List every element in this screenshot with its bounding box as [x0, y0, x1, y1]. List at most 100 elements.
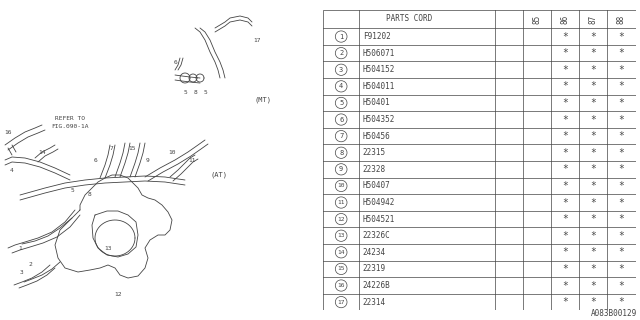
- Text: *: *: [591, 81, 596, 91]
- Text: 86: 86: [561, 14, 570, 24]
- Text: *: *: [618, 247, 625, 257]
- Text: *: *: [563, 148, 568, 158]
- Text: 5: 5: [70, 188, 74, 193]
- Text: 8: 8: [339, 150, 343, 156]
- Text: *: *: [591, 32, 596, 42]
- Text: 22319: 22319: [363, 264, 386, 273]
- Text: 6: 6: [94, 157, 98, 163]
- Text: *: *: [563, 247, 568, 257]
- Text: 6: 6: [173, 60, 177, 65]
- Text: 17: 17: [337, 300, 345, 305]
- Text: 5: 5: [183, 90, 187, 94]
- Text: 2: 2: [28, 262, 32, 268]
- Text: 1: 1: [339, 34, 343, 40]
- Text: 87: 87: [589, 14, 598, 24]
- Text: 7: 7: [110, 146, 114, 150]
- Text: *: *: [563, 65, 568, 75]
- Text: 12: 12: [115, 292, 122, 298]
- Text: 16: 16: [4, 130, 12, 134]
- Text: 24234: 24234: [363, 248, 386, 257]
- Text: *: *: [563, 81, 568, 91]
- Text: 12: 12: [337, 217, 345, 222]
- Text: 3: 3: [20, 269, 24, 275]
- Text: PARTS CORD: PARTS CORD: [386, 14, 432, 23]
- Text: *: *: [591, 231, 596, 241]
- Text: 22315: 22315: [363, 148, 386, 157]
- Text: 4: 4: [10, 167, 14, 172]
- Text: 9: 9: [146, 157, 150, 163]
- Text: *: *: [591, 181, 596, 191]
- Text: (AT): (AT): [210, 172, 227, 178]
- Text: 24226B: 24226B: [363, 281, 390, 290]
- Text: REFER TO: REFER TO: [55, 116, 85, 121]
- Text: 22326C: 22326C: [363, 231, 390, 240]
- Text: F91202: F91202: [363, 32, 390, 41]
- Text: 3: 3: [339, 67, 343, 73]
- Text: *: *: [591, 98, 596, 108]
- Text: *: *: [591, 214, 596, 224]
- Text: *: *: [563, 264, 568, 274]
- Text: *: *: [591, 48, 596, 58]
- Text: H50407: H50407: [363, 181, 390, 190]
- Text: *: *: [563, 181, 568, 191]
- Text: 88: 88: [617, 14, 626, 24]
- Text: 8: 8: [88, 193, 92, 197]
- Text: 15: 15: [128, 146, 136, 150]
- Text: *: *: [563, 32, 568, 42]
- Text: *: *: [618, 181, 625, 191]
- Text: *: *: [591, 131, 596, 141]
- Text: *: *: [591, 247, 596, 257]
- Text: *: *: [591, 148, 596, 158]
- Text: *: *: [618, 48, 625, 58]
- Text: *: *: [618, 297, 625, 307]
- Text: *: *: [591, 164, 596, 174]
- Text: *: *: [618, 131, 625, 141]
- Text: *: *: [618, 164, 625, 174]
- Text: *: *: [563, 48, 568, 58]
- Text: 10: 10: [168, 149, 176, 155]
- Text: *: *: [618, 65, 625, 75]
- Text: 5: 5: [339, 100, 343, 106]
- Text: H50401: H50401: [363, 99, 390, 108]
- Text: *: *: [563, 297, 568, 307]
- Text: *: *: [618, 214, 625, 224]
- Text: *: *: [618, 115, 625, 124]
- Text: 10: 10: [337, 183, 345, 188]
- Text: 16: 16: [337, 283, 345, 288]
- Text: 14: 14: [337, 250, 345, 255]
- Text: *: *: [618, 32, 625, 42]
- Text: *: *: [591, 264, 596, 274]
- Text: 17: 17: [253, 37, 260, 43]
- Text: H506071: H506071: [363, 49, 396, 58]
- Text: 4: 4: [339, 83, 343, 89]
- Text: A083B00129: A083B00129: [591, 309, 637, 318]
- Text: H504011: H504011: [363, 82, 396, 91]
- Text: 11: 11: [188, 157, 196, 163]
- Text: *: *: [618, 148, 625, 158]
- Text: *: *: [591, 281, 596, 291]
- Text: *: *: [618, 231, 625, 241]
- Text: *: *: [563, 131, 568, 141]
- Text: (MT): (MT): [255, 97, 272, 103]
- Text: *: *: [563, 164, 568, 174]
- Text: H504352: H504352: [363, 115, 396, 124]
- Text: 15: 15: [337, 267, 345, 271]
- Text: *: *: [618, 264, 625, 274]
- Text: *: *: [591, 197, 596, 207]
- Text: FIG.090-1A: FIG.090-1A: [51, 124, 89, 129]
- Text: *: *: [591, 65, 596, 75]
- Text: *: *: [591, 115, 596, 124]
- Text: *: *: [618, 98, 625, 108]
- Text: 8: 8: [193, 90, 197, 94]
- Text: *: *: [563, 281, 568, 291]
- Text: *: *: [563, 115, 568, 124]
- Text: 2: 2: [339, 50, 343, 56]
- Text: *: *: [591, 297, 596, 307]
- Text: H504521: H504521: [363, 215, 396, 224]
- Text: 85: 85: [532, 14, 541, 24]
- Text: 6: 6: [339, 116, 343, 123]
- Text: 13: 13: [337, 233, 345, 238]
- Text: 22314: 22314: [363, 298, 386, 307]
- Text: H50456: H50456: [363, 132, 390, 140]
- Text: *: *: [618, 81, 625, 91]
